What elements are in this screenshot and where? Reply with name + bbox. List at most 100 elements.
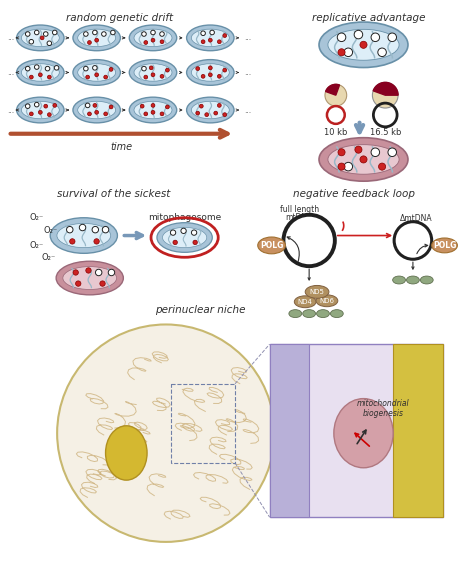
Circle shape	[75, 281, 81, 286]
Circle shape	[223, 34, 227, 38]
Circle shape	[325, 84, 346, 106]
Circle shape	[29, 75, 33, 79]
Circle shape	[109, 105, 113, 109]
Ellipse shape	[330, 310, 343, 318]
Ellipse shape	[317, 310, 329, 318]
Text: POLG: POLG	[260, 241, 283, 250]
Circle shape	[44, 104, 48, 108]
Ellipse shape	[73, 25, 120, 50]
Circle shape	[92, 66, 97, 70]
Ellipse shape	[106, 426, 147, 480]
Ellipse shape	[129, 25, 177, 50]
Circle shape	[100, 281, 105, 286]
Circle shape	[371, 148, 380, 157]
Text: ...: ...	[244, 33, 251, 43]
Circle shape	[201, 75, 205, 78]
Circle shape	[95, 269, 102, 275]
Text: ΔmtDNA: ΔmtDNA	[400, 214, 432, 223]
Ellipse shape	[319, 22, 408, 67]
Ellipse shape	[258, 237, 285, 254]
Text: ...: ...	[7, 105, 14, 114]
Ellipse shape	[319, 137, 408, 181]
Circle shape	[151, 111, 155, 114]
Ellipse shape	[328, 145, 399, 174]
Circle shape	[151, 103, 155, 107]
Ellipse shape	[78, 29, 116, 47]
Circle shape	[47, 41, 52, 45]
Circle shape	[93, 103, 97, 107]
Ellipse shape	[316, 295, 338, 307]
Ellipse shape	[289, 310, 302, 318]
Circle shape	[210, 30, 214, 35]
Text: ...: ...	[244, 68, 251, 77]
Text: full length: full length	[280, 205, 319, 214]
Circle shape	[53, 30, 57, 35]
Ellipse shape	[57, 223, 111, 247]
Circle shape	[378, 48, 386, 57]
Circle shape	[53, 103, 57, 107]
Circle shape	[88, 112, 91, 116]
Text: random genetic drift: random genetic drift	[66, 13, 173, 23]
Circle shape	[371, 33, 380, 42]
Ellipse shape	[303, 310, 316, 318]
Circle shape	[209, 38, 212, 42]
Text: O₂⁻: O₂⁻	[41, 253, 55, 262]
Circle shape	[26, 66, 30, 71]
Circle shape	[83, 66, 88, 71]
Circle shape	[83, 32, 88, 36]
Ellipse shape	[420, 276, 433, 284]
Circle shape	[79, 224, 86, 231]
Circle shape	[92, 30, 97, 35]
Circle shape	[35, 30, 39, 35]
Text: O₂⁻: O₂⁻	[29, 241, 44, 250]
Text: mitochondrial
biogenesis: mitochondrial biogenesis	[357, 399, 410, 418]
Text: mtDNA: mtDNA	[285, 213, 313, 222]
Circle shape	[223, 68, 227, 72]
Circle shape	[160, 32, 164, 36]
Circle shape	[388, 33, 396, 42]
Ellipse shape	[191, 29, 229, 47]
Ellipse shape	[78, 64, 116, 81]
Circle shape	[223, 113, 227, 117]
Text: replicative advantage: replicative advantage	[312, 13, 425, 23]
Circle shape	[338, 49, 345, 56]
Circle shape	[196, 111, 200, 115]
Ellipse shape	[187, 25, 234, 50]
Ellipse shape	[432, 238, 457, 253]
Text: O₂⁻: O₂⁻	[29, 213, 44, 222]
Circle shape	[170, 230, 176, 235]
Text: perinuclear niche: perinuclear niche	[155, 305, 246, 315]
Text: 16.5 kb: 16.5 kb	[370, 128, 401, 137]
Text: ND4: ND4	[298, 299, 313, 305]
Circle shape	[388, 148, 396, 157]
Text: ...: ...	[244, 105, 251, 114]
Ellipse shape	[328, 29, 399, 60]
Circle shape	[142, 66, 146, 71]
Circle shape	[38, 73, 42, 77]
Circle shape	[86, 75, 90, 79]
Circle shape	[57, 324, 274, 542]
Circle shape	[344, 48, 353, 57]
Circle shape	[47, 113, 51, 117]
Ellipse shape	[56, 261, 123, 295]
Ellipse shape	[334, 399, 393, 468]
Circle shape	[160, 40, 164, 44]
Circle shape	[338, 149, 345, 156]
Ellipse shape	[134, 29, 172, 47]
Circle shape	[165, 105, 169, 109]
Circle shape	[102, 227, 109, 233]
Circle shape	[45, 66, 50, 71]
FancyBboxPatch shape	[270, 344, 309, 517]
Ellipse shape	[21, 29, 59, 47]
Ellipse shape	[50, 218, 118, 254]
Circle shape	[47, 75, 51, 79]
Ellipse shape	[21, 64, 59, 81]
Ellipse shape	[157, 223, 212, 252]
Circle shape	[38, 111, 42, 114]
Circle shape	[218, 103, 221, 107]
Circle shape	[196, 67, 200, 71]
Circle shape	[35, 102, 39, 107]
Circle shape	[144, 40, 148, 44]
Ellipse shape	[294, 296, 316, 307]
Circle shape	[70, 239, 75, 244]
